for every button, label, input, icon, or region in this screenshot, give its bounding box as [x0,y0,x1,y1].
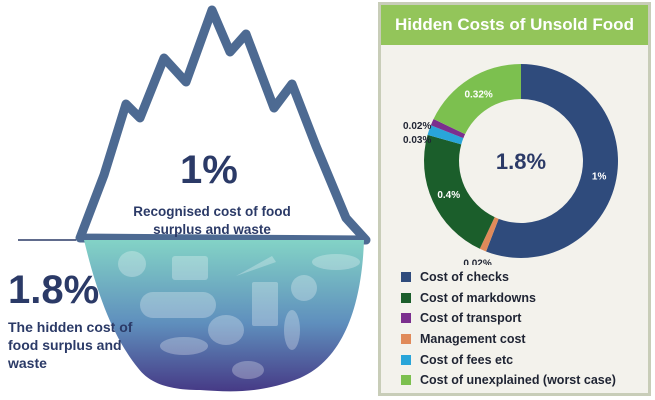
recognised-cost-caption: Recognised cost of food surplus and wast… [133,204,291,237]
milk-carton-icon [252,282,278,326]
cheese-icon [172,256,208,280]
legend-label: Cost of unexplained (worst case) [420,373,616,388]
donut-slice-cost-of-markdowns [424,134,495,249]
iceberg-tip [75,5,371,245]
chart-panel: Hidden Costs of Unsold Food 1% 0.02% 0.4% 0… [378,2,651,396]
legend-swatch [401,272,411,283]
legend-item: Cost of markdowns [401,288,616,309]
donut-slice-cost-of-checks [486,64,619,258]
hidden-cost-percent: 1.8% [8,268,100,312]
iceberg-underwater [84,240,364,392]
donut-center-label: 1.8% [496,149,546,174]
donut-slice-cost-of-unexplained-worst-case [433,64,521,135]
legend-label: Management cost [420,332,526,347]
legend-swatch [401,334,411,345]
donut-chart: 1% 0.02% 0.4% 0.03% 0.02% 0.32% 1.8% [403,64,619,265]
carrot-icon [236,256,276,276]
legend-swatch [401,313,411,324]
legend-swatch [401,375,411,386]
fish-small-icon [284,310,300,350]
tomato-icon [291,275,317,301]
donut-data-label: 1% [592,172,607,183]
donut-data-label: 0.03% [403,135,431,146]
legend-label: Cost of markdowns [420,290,536,305]
donut-slice-cost-of-transport [430,119,466,139]
legend-swatch [401,354,411,365]
banana-icon [312,254,360,270]
donut-data-label: 0.02% [463,259,491,265]
legend-item: Management cost [401,329,616,350]
chart-title: Hidden Costs of Unsold Food [381,5,648,45]
bread-icon [140,292,216,318]
legend-swatch [401,292,411,303]
broccoli-icon [208,315,244,345]
recognised-cost-percent: 1% [180,148,238,192]
hidden-cost-caption: The hidden cost of food surplus and wast… [8,319,133,371]
chart-legend: Cost of checks Cost of markdowns Cost of t… [401,267,616,391]
legend-item: Cost of unexplained (worst case) [401,370,616,391]
chicken-leg-icon [232,361,264,379]
food-silhouettes [118,251,360,379]
donut-slice-cost-of-fees-etc [427,125,464,145]
donut-data-label: 0.4% [437,190,460,201]
donut-data-label: 0.32% [464,90,492,101]
iceberg-illustration [18,5,371,392]
donut-data-label: 0.02% [403,121,431,132]
fish-icon [160,337,208,355]
legend-item: Cost of checks [401,267,616,288]
donut-slice-management-cost [479,217,499,252]
legend-item: Cost of transport [401,308,616,329]
apple-icon [118,251,146,277]
legend-label: Cost of checks [420,270,509,285]
legend-item: Cost of fees etc [401,349,616,370]
legend-label: Cost of fees etc [420,352,514,367]
legend-label: Cost of transport [420,311,522,326]
